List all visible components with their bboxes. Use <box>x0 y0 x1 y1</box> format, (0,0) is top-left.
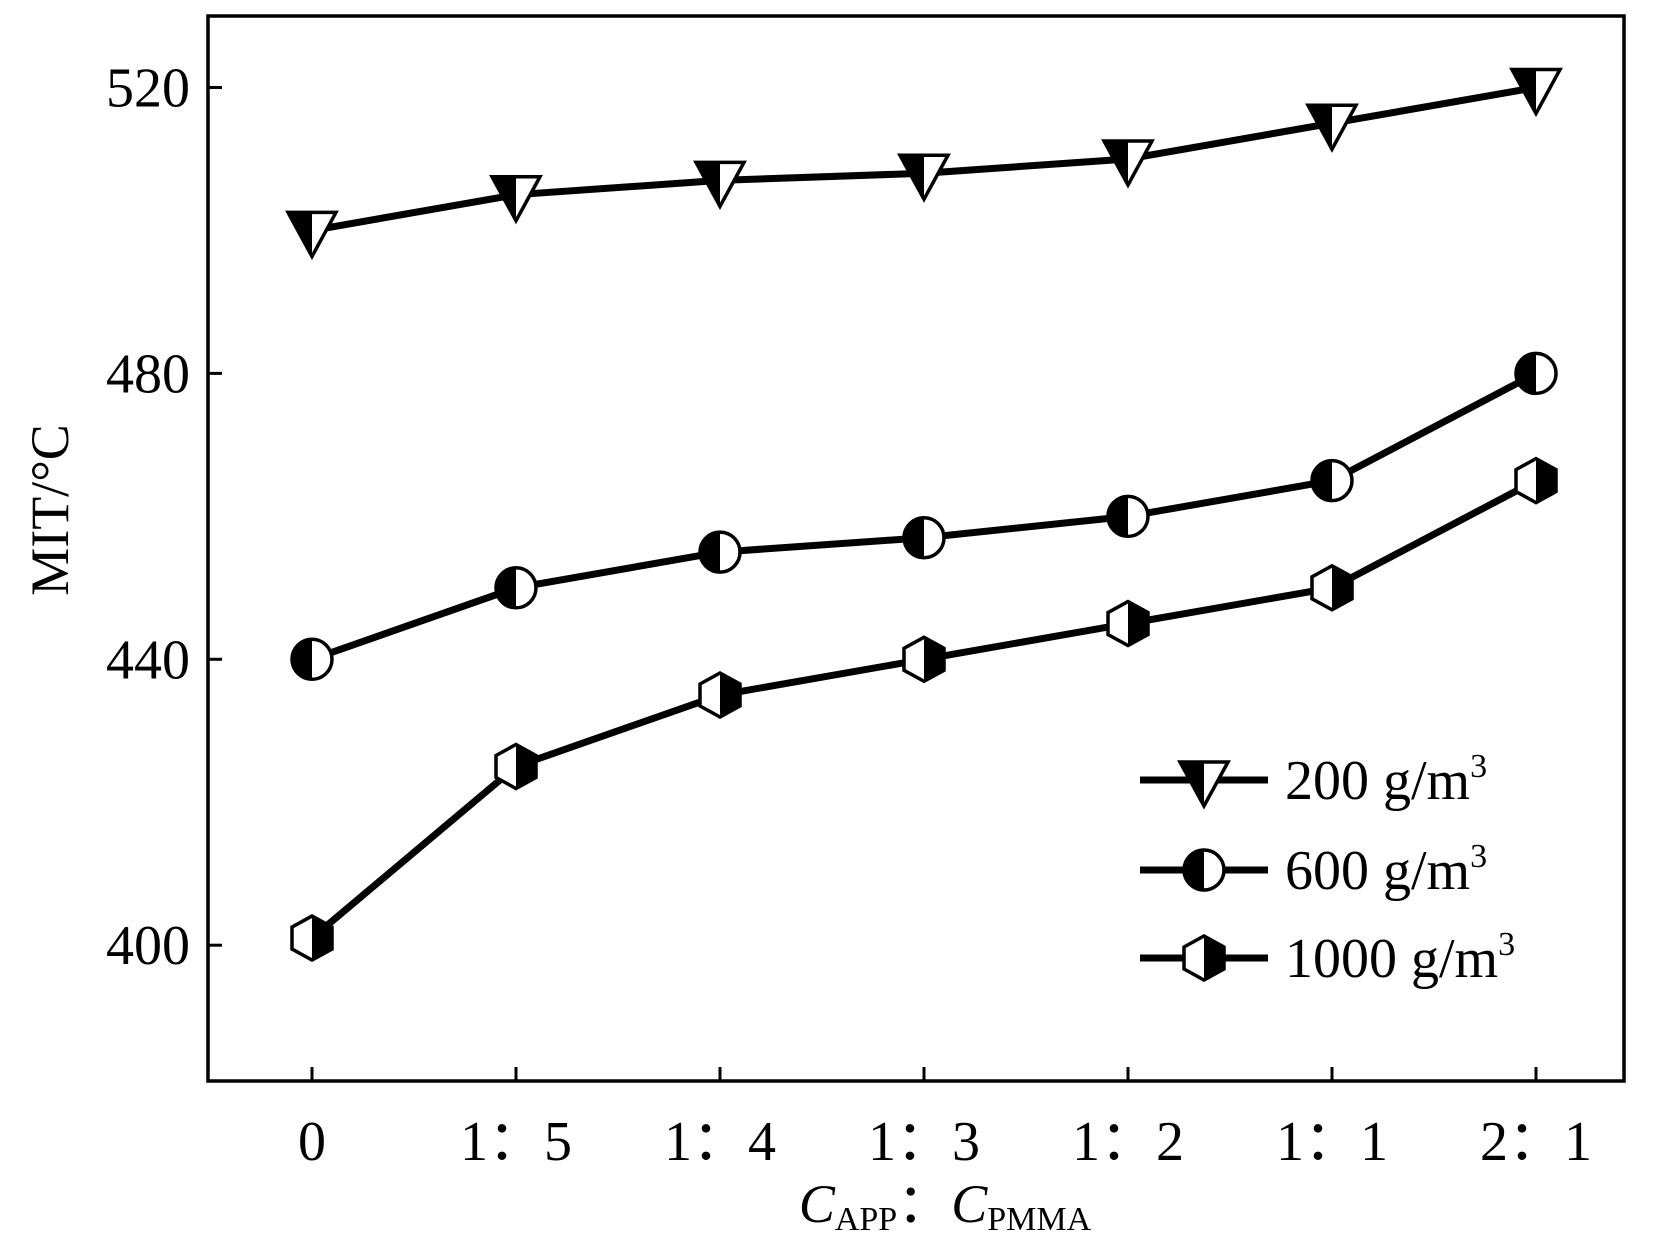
data-point <box>1106 494 1150 539</box>
x-tick-label: 0 <box>298 1111 326 1173</box>
x-axis-label: CAPP：CPMMA <box>799 1174 1092 1238</box>
x-axis-label-separator: ： <box>897 1174 951 1234</box>
x-tick-label: 1：4 <box>664 1111 776 1173</box>
x-tick-label: 2：1 <box>1480 1111 1592 1173</box>
y-tick-label: 520 <box>106 57 190 119</box>
legend-item-1: 200 g/m3 <box>1140 748 1487 812</box>
x-axis-label-main-b: C <box>951 1174 988 1234</box>
series-3 <box>290 456 1558 963</box>
y-axis-label: MIT/°C <box>20 424 80 596</box>
x-tick-label: 1：5 <box>460 1111 572 1173</box>
data-point <box>494 566 538 610</box>
data-point <box>285 210 339 261</box>
x-axis-label-sub-a: APP <box>835 1201 897 1238</box>
data-point <box>902 635 946 684</box>
legend-label: 600 g/m3 <box>1285 838 1487 902</box>
y-tick-label: 400 <box>106 915 190 977</box>
series <box>285 67 1563 963</box>
data-point <box>698 671 742 720</box>
legend-label: 200 g/m3 <box>1285 748 1487 812</box>
x-axis-label-sub-b: PMMA <box>987 1201 1091 1238</box>
data-point <box>897 153 951 203</box>
data-point <box>1310 458 1354 503</box>
axes: 400 440 480 520 0 1：5 1：4 1：3 1：2 1：1 2：1 <box>106 57 1592 1173</box>
y-tick-label: 440 <box>106 629 190 691</box>
data-point <box>1509 67 1563 118</box>
data-point <box>1305 103 1359 153</box>
legend: 200 g/m3 600 g/m3 1000 g/m3 <box>1140 748 1515 990</box>
data-point <box>698 530 742 574</box>
legend-marker <box>1182 934 1226 982</box>
legend-marker <box>1177 760 1231 810</box>
x-tick-label: 1：2 <box>1072 1111 1184 1173</box>
data-point <box>1514 456 1558 505</box>
x-axis-label-main-a: C <box>799 1174 836 1234</box>
legend-item-3: 1000 g/m3 <box>1140 926 1515 990</box>
plot-frame <box>206 14 1626 1083</box>
data-point <box>1514 351 1558 396</box>
legend-item-2: 600 g/m3 <box>1140 838 1487 902</box>
data-point <box>494 742 538 791</box>
legend-label: 1000 g/m3 <box>1285 926 1515 990</box>
data-point <box>1310 563 1354 612</box>
data-point <box>1106 599 1150 648</box>
data-point <box>489 174 543 225</box>
series-1 <box>285 67 1563 261</box>
x-tick-label: 1：1 <box>1276 1111 1388 1173</box>
data-point <box>693 160 747 211</box>
data-point <box>290 914 334 963</box>
legend-marker <box>1182 848 1226 892</box>
data-point <box>290 637 334 682</box>
y-tick-label: 480 <box>106 343 190 405</box>
data-point <box>902 516 946 560</box>
data-point <box>1101 139 1155 189</box>
x-tick-label: 1：3 <box>868 1111 980 1173</box>
series-2 <box>290 351 1558 682</box>
